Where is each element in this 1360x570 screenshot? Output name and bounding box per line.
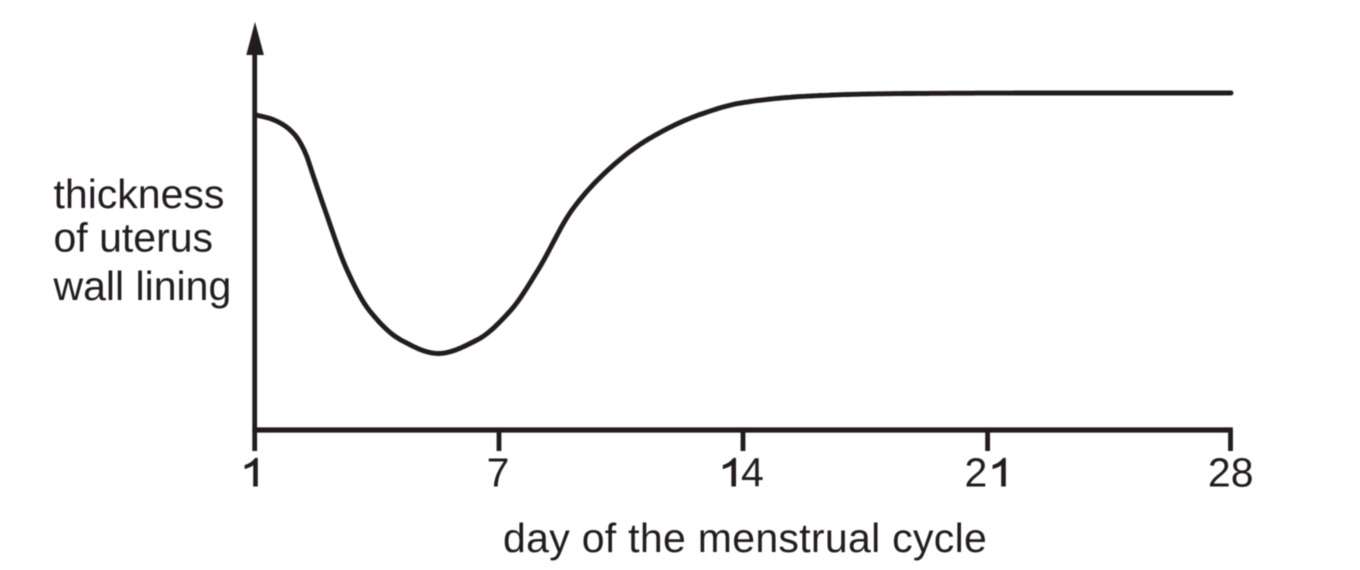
svg-text:7: 7 [487, 450, 510, 496]
svg-text:thickness: thickness [54, 171, 225, 217]
svg-text:28: 28 [1208, 450, 1254, 496]
svg-text:day of the menstrual cycle: day of the menstrual cycle [503, 515, 987, 561]
svg-text:of uterus: of uterus [54, 214, 214, 260]
svg-text:wall lining: wall lining [53, 263, 232, 309]
svg-text:2: 2 [965, 450, 988, 496]
svg-text:4: 4 [741, 450, 764, 496]
